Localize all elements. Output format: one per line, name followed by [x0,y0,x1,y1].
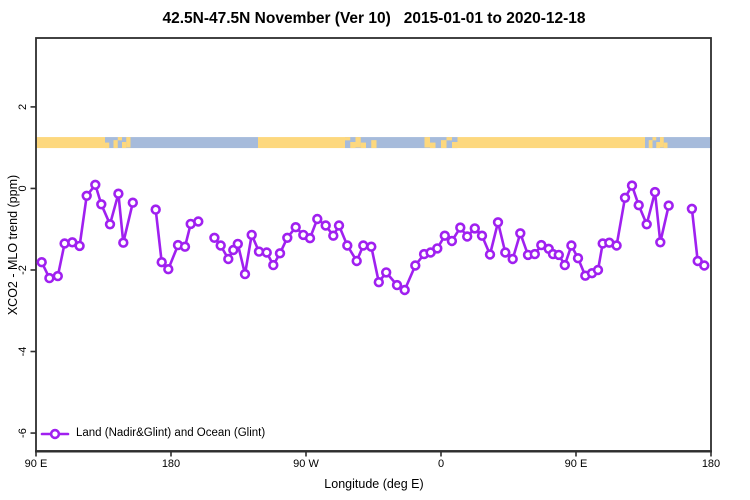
svg-text:-4: -4 [17,347,29,357]
land-ocean-band [36,137,711,149]
svg-text:180: 180 [162,458,180,470]
svg-text:90 W: 90 W [293,458,319,470]
svg-text:-2: -2 [17,265,29,275]
legend-label: Land (Nadir&Glint) and Ocean (Glint) [76,427,266,439]
legend-marker-icon [40,428,70,440]
svg-text:90 E: 90 E [25,458,48,470]
chart-title: 42.5N-47.5N November (Ver 10) 2015-01-01… [162,10,586,27]
svg-text:0: 0 [17,185,29,191]
x-axis-ticks: 90 E 180 90 W 0 90 E 180 [25,451,720,470]
svg-text:90 E: 90 E [565,458,588,470]
svg-text:2: 2 [17,104,29,110]
data-series [36,179,710,296]
svg-text:180: 180 [702,458,720,470]
y-axis-ticks: 2 0 -2 -4 -6 [17,104,36,438]
plot-frame [35,37,712,453]
svg-text:-6: -6 [17,428,29,438]
svg-text:0: 0 [438,458,444,470]
x-axis-title: Longitude (deg E) [324,477,424,491]
